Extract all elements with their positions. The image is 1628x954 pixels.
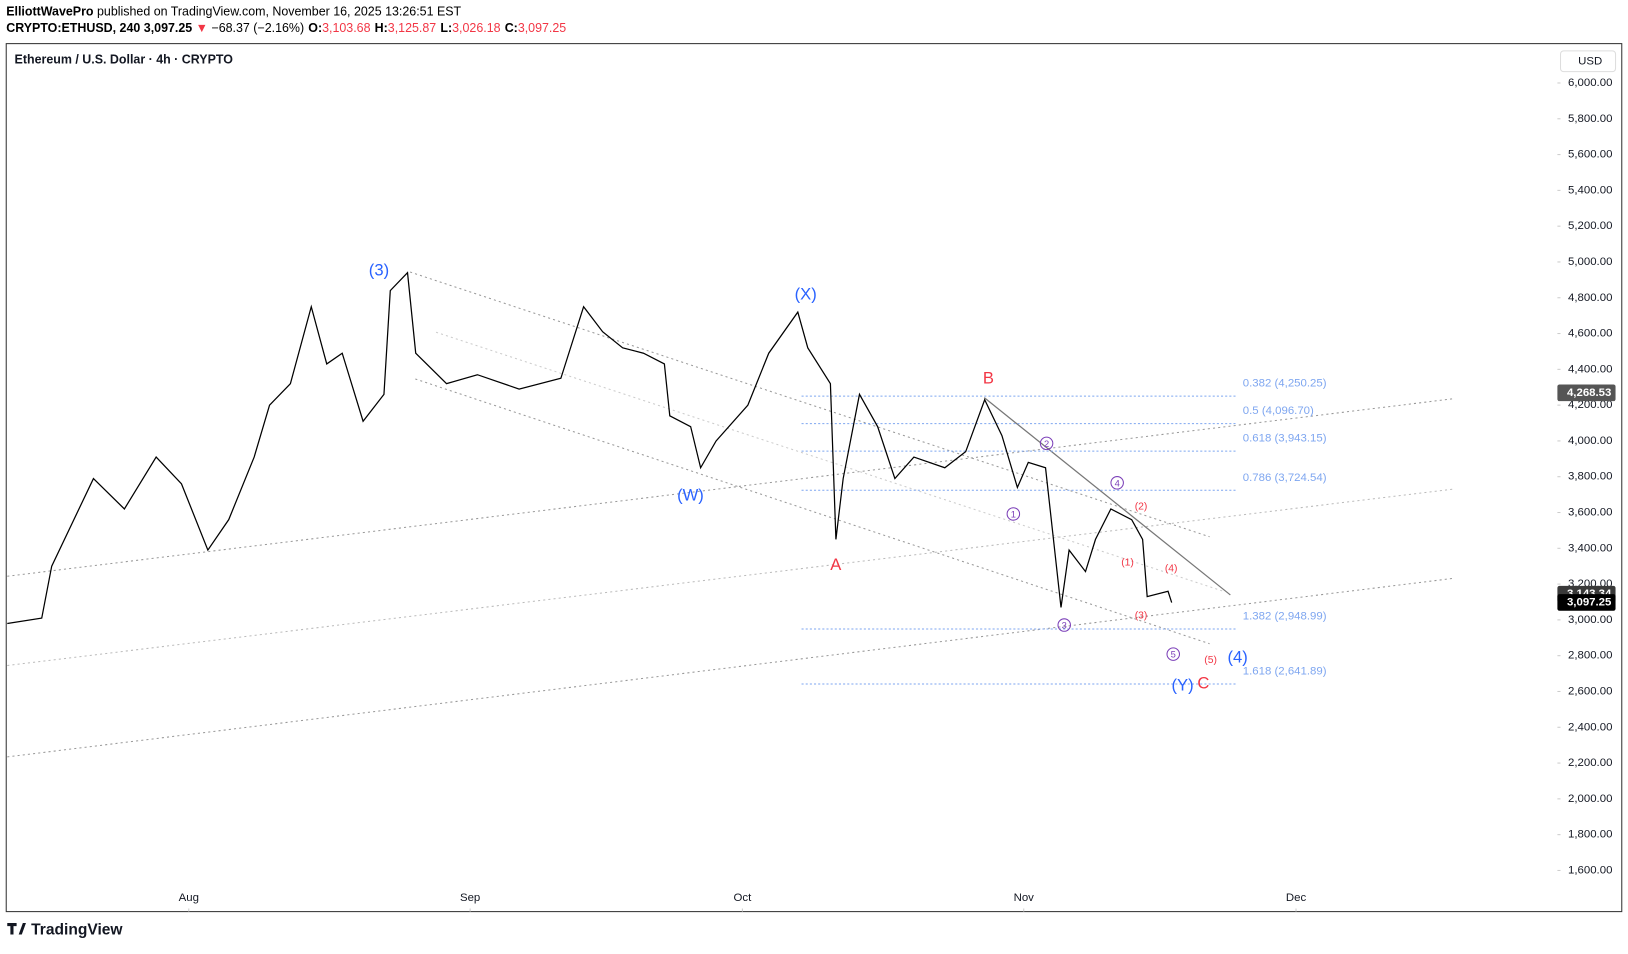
price-marker [1557,384,1616,402]
wave-label: (2) [1135,501,1148,512]
fib-label: 1.382 (2,948.99) [1243,611,1327,623]
ohlc-key: C: [505,21,518,35]
y-tick-label: 4,000.00 [1568,435,1612,447]
symbol-line: CRYPTO:ETHUSD, 240 3,097.25 ▼ −68.37 (−2… [6,21,566,35]
y-tick-label: 4,200.00 [1568,399,1612,411]
wave-label: (W) [677,486,704,505]
wave-circle [1057,618,1071,632]
wave-label: (3) [1135,610,1148,621]
currency-box [1559,50,1617,73]
x-tick-label: Aug [179,892,199,904]
fib-label: 1.618 (2,641.89) [1243,666,1327,678]
price-marker-label: 4,268.53 [1567,387,1611,399]
chart-frame [5,43,1623,913]
header-line: ElliottWavePro published on TradingView.… [6,5,461,19]
symbol: CRYPTO:ETHUSD, 240 [6,21,140,35]
trendline [7,488,1454,667]
trendline [7,577,1454,758]
ohlc-key: H: [375,21,388,35]
wave-label: 3 [1062,621,1067,631]
wave-label: (5) [1204,655,1217,666]
x-tick-label: Oct [734,892,753,904]
wave-label: (X) [795,284,817,303]
y-tick-label: 2,600.00 [1568,685,1612,697]
wave-label: C [1197,674,1209,693]
y-tick-label: 1,800.00 [1568,829,1612,841]
wave-circle [1039,436,1054,451]
y-tick-label: 5,800.00 [1568,113,1612,125]
trendline-solid [983,397,1231,596]
wave-circle [1006,507,1021,521]
ohlc-value: 3,103.68 [322,21,370,35]
x-tick-label: Dec [1286,892,1307,904]
ohlc-value: 3,125.87 [388,21,436,35]
fib-label: 0.5 (4,096.70) [1243,405,1314,417]
change: −68.37 (−2.16%) [211,21,304,35]
y-tick-label: 5,600.00 [1568,149,1612,161]
y-tick-label: 2,200.00 [1568,757,1612,769]
wave-label: (4) [1165,564,1178,575]
trendline [415,378,1210,645]
y-tick-label: 5,400.00 [1568,184,1612,196]
trendlines [7,271,1454,758]
logo-icon [7,923,26,935]
y-tick-label: 3,800.00 [1568,471,1612,483]
trendline [409,271,1210,538]
y-tick-label: 5,200.00 [1568,220,1612,232]
y-tick-label: 2,800.00 [1568,650,1612,662]
fib-label: 0.786 (3,724.54) [1243,472,1327,484]
price-line [7,271,1173,625]
wave-label: 2 [1044,439,1049,449]
fib-label: 0.618 (3,943.15) [1243,433,1327,445]
wave-label: 4 [1115,478,1120,488]
wave-label: (1) [1121,557,1134,568]
wave-label: B [983,368,994,387]
wave-label: (Y) [1172,676,1194,695]
wave-label: (4) [1227,648,1247,667]
y-tick-label: 4,400.00 [1568,363,1612,375]
currency: USD [1578,55,1602,67]
fib-label: 0.382 (4,250.25) [1243,378,1327,390]
price-marker [1557,594,1616,611]
wave-circle [1166,647,1180,661]
published: published on TradingView.com, November 1… [97,5,462,19]
ohlc-value: 3,026.18 [452,21,500,35]
x-tick-label: Sep [460,892,480,904]
ohlc-key: L: [440,21,452,35]
y-tick-label: 3,000.00 [1568,614,1612,626]
price-marker-label: 3,097.25 [1567,597,1612,609]
y-tick-label: 3,600.00 [1568,507,1612,519]
tv-logo: TradingView [7,921,123,938]
y-tick-label: 6,000.00 [1568,77,1612,89]
trendline [435,331,1226,593]
author: ElliottWavePro [6,5,94,19]
y-tick-label: 5,000.00 [1568,256,1612,268]
trendline [7,398,1454,577]
wave-circle [1110,476,1124,490]
down-arrow: ▼ [196,21,208,35]
y-tick-label: 4,600.00 [1568,328,1612,340]
brand: TradingView [31,921,123,938]
wave-label: 1 [1011,509,1016,519]
wave-label: 5 [1171,650,1176,660]
wave-label: (3) [369,260,389,279]
ohlc-value: 3,097.25 [518,21,566,35]
wave-label: A [830,555,842,574]
ohlc-key: O: [308,21,322,35]
y-tick-label: 2,000.00 [1568,793,1612,805]
y-tick-label: 2,400.00 [1568,721,1612,733]
last-price: 3,097.25 [144,21,192,35]
y-tick-label: 3,400.00 [1568,542,1612,554]
chart-title: Ethereum / U.S. Dollar · 4h · CRYPTO [15,53,234,67]
y-tick-label: 1,600.00 [1568,864,1612,876]
x-tick-label: Nov [1014,892,1035,904]
y-tick-label: 4,800.00 [1568,292,1612,304]
